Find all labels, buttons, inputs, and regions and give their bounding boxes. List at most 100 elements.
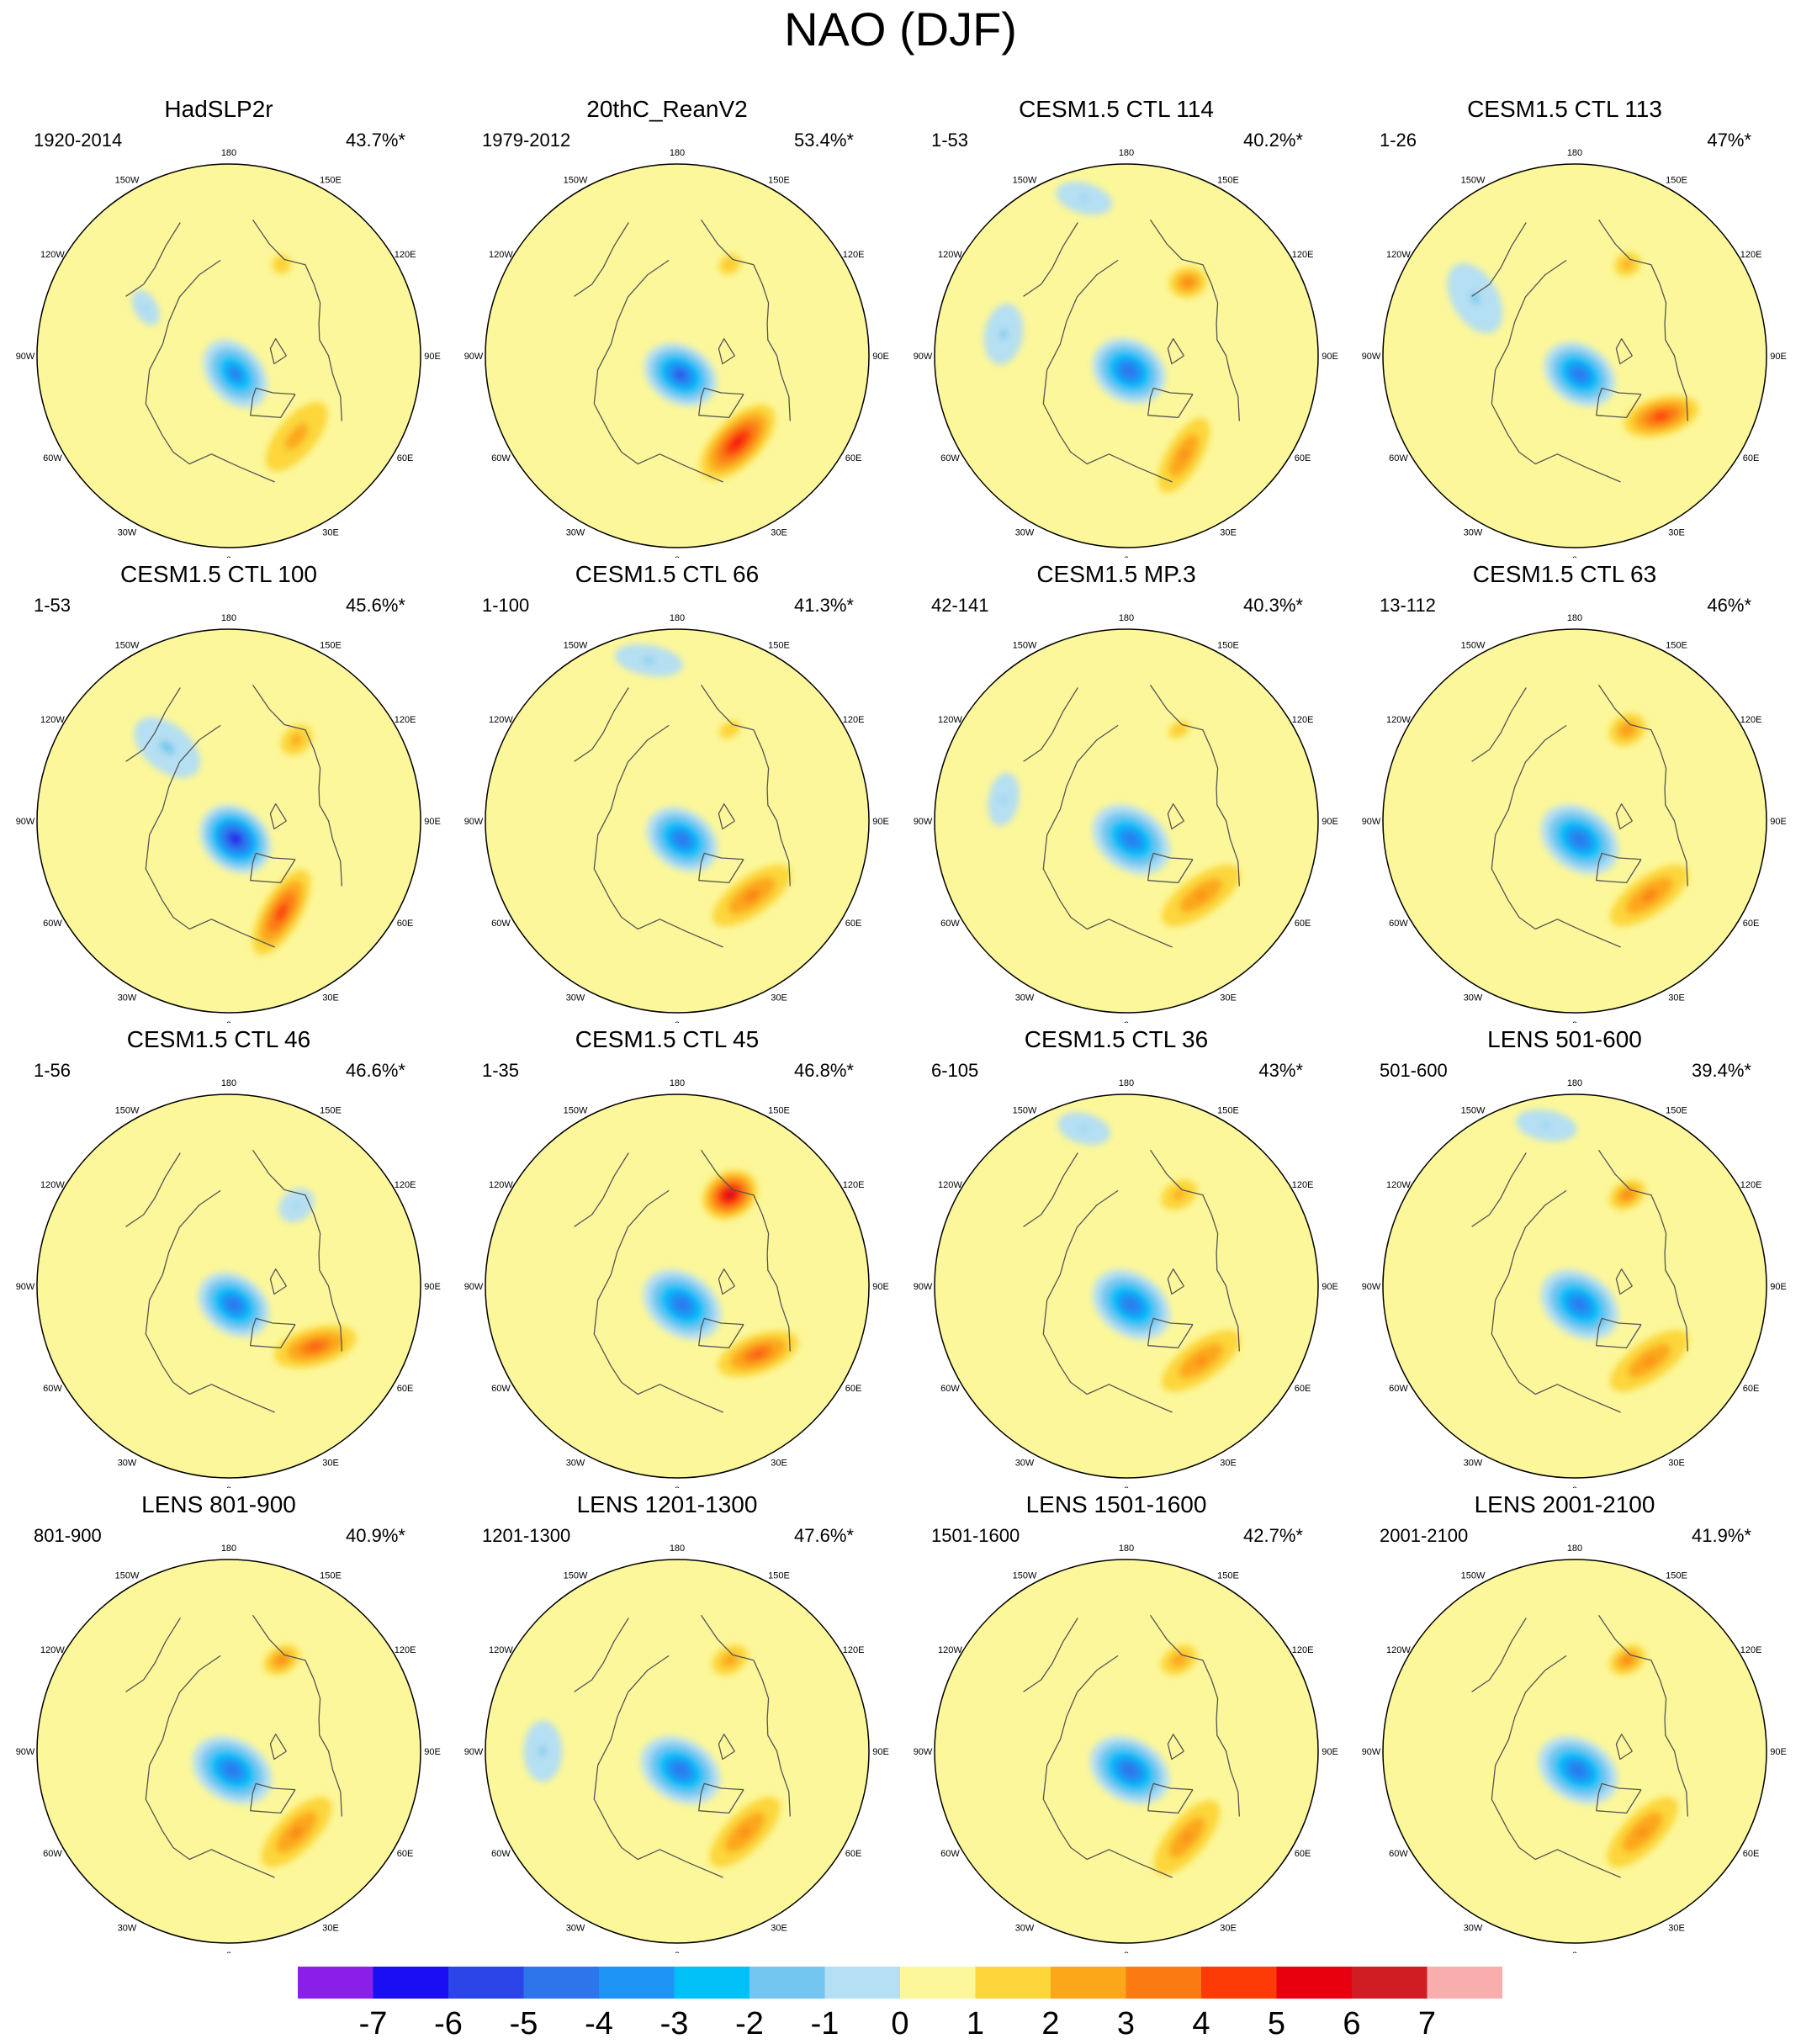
longitude-label: 180 (670, 613, 685, 623)
contour-level (721, 1652, 739, 1667)
longitude-label: 120E (1740, 1180, 1762, 1190)
longitude-label: 30E (1220, 1924, 1237, 1934)
coastline (269, 803, 287, 830)
coastline (698, 387, 744, 419)
longitude-label: 90E (1770, 352, 1787, 362)
panel: CESM1.5 CTL 66 180 150E 120E 90E 60E 30E 0 30W 60… (448, 558, 898, 1023)
low-anomaly-contour (1089, 1736, 1170, 1804)
longitude-label: 30E (1220, 528, 1237, 538)
contour-level (1641, 889, 1658, 902)
longitude-label: 120W (40, 715, 65, 725)
contour-level (1653, 411, 1670, 421)
longitude-label: 90E (424, 817, 441, 827)
longitude-label: 60W (1389, 919, 1408, 929)
coastline (718, 1734, 735, 1761)
map-boundary (36, 1559, 421, 1944)
panel-variance-explained: 41.9%* (1692, 1525, 1751, 1546)
coastline (1023, 1152, 1078, 1227)
longitude-label: 150W (1013, 1105, 1037, 1115)
longitude-label: 150E (768, 1105, 790, 1115)
longitude-label: 30E (771, 993, 787, 1003)
panel-title: LENS 1501-1600 (1025, 1491, 1207, 1517)
longitude-label: 60E (845, 919, 862, 929)
contour-level (225, 1764, 239, 1777)
longitude-label: 30E (322, 528, 339, 538)
low-anomaly-contour (983, 304, 1024, 365)
map-boundary (934, 1559, 1319, 1944)
longitude-label: 120E (1292, 250, 1314, 260)
contour-level (1173, 1189, 1185, 1200)
longitude-label: 90W (16, 817, 35, 827)
longitude-label: 150E (1217, 1570, 1239, 1581)
panel: CESM1.5 CTL 113 180 150E 120E 90E 60E 30E 0 30W 6… (1346, 93, 1796, 558)
coastline (145, 259, 275, 483)
coastline (1491, 1655, 1621, 1878)
longitude-label: 150W (115, 1105, 140, 1115)
contour-level (733, 437, 743, 447)
coastline (698, 1317, 744, 1349)
map-boundary (934, 163, 1319, 548)
longitude-label: 60W (1389, 1849, 1408, 1859)
longitude-label: 180 (221, 1078, 236, 1088)
longitude-label: 0 (1124, 1951, 1129, 1953)
longitude-label: 0 (675, 1951, 680, 1953)
colorbar-swatch (1276, 1967, 1353, 1999)
panel-title: HadSLP2r (164, 96, 273, 122)
low-anomaly-contour (1544, 342, 1616, 407)
longitude-label: 120W (40, 1180, 65, 1190)
longitude-label: 0 (1124, 1020, 1129, 1023)
longitude-label: 120W (938, 1180, 962, 1190)
longitude-label: 120E (1740, 1645, 1762, 1655)
longitude-label: 30W (118, 528, 137, 538)
contour-level (675, 834, 688, 845)
coastline (1491, 259, 1621, 483)
contour-level (1574, 1299, 1586, 1311)
coastline (125, 1618, 181, 1692)
contour-level (1176, 727, 1182, 732)
contour-level (1183, 1833, 1191, 1843)
longitude-label: 150E (768, 1570, 790, 1581)
panel-period: 42-141 (931, 595, 989, 616)
coastline (1471, 222, 1527, 297)
panel: CESM1.5 CTL 114 180 150E 120E 90E 60E 30E 0 30W 6… (898, 93, 1348, 558)
longitude-label: 0 (1572, 1951, 1577, 1953)
longitude-label: 90W (1362, 1747, 1381, 1757)
longitude-label: 180 (221, 148, 236, 158)
longitude-label: 60W (1389, 453, 1408, 463)
longitude-label: 180 (1567, 613, 1582, 623)
longitude-label: 0 (675, 1485, 680, 1488)
contour-level (227, 1298, 241, 1311)
longitude-label: 150W (1013, 1570, 1037, 1581)
map-boundary (934, 628, 1319, 1014)
colorbar-tick-label: -3 (660, 2006, 689, 2037)
longitude-label: 30W (1015, 528, 1035, 538)
longitude-label: 90E (424, 352, 441, 362)
coastline (1149, 684, 1240, 887)
coastline (1596, 1782, 1642, 1814)
contour-level (275, 903, 288, 922)
coastline (698, 1782, 744, 1814)
panel: LENS 2001-2100 180 150E 120E 90E 60E 30E 0 30W 60… (1346, 1488, 1796, 1953)
contour-level (279, 262, 283, 267)
contour-level (1638, 1827, 1648, 1837)
map-boundary (36, 163, 421, 548)
longitude-label: 90E (424, 1282, 441, 1292)
coastline (1167, 803, 1184, 830)
panel: LENS 1501-1600 180 150E 120E 90E 60E 30E 0 30W 60… (898, 1488, 1348, 1953)
longitude-label: 0 (675, 1020, 680, 1023)
coastline (1167, 1268, 1184, 1295)
longitude-label: 30E (1668, 993, 1685, 1003)
panel-title: 20thC_ReanV2 (586, 96, 748, 122)
contour-level (1625, 728, 1630, 732)
panel: 20thC_ReanV2 180 150E 120E 90E 60E 30E 0 30W 60W 9… (448, 93, 898, 558)
contour-level (1622, 260, 1633, 269)
longitude-label: 30E (771, 528, 787, 538)
panel-period: 1979-2012 (482, 130, 571, 151)
polar-map: 180 150E 120E 90E 60E 30E 0 30W 60W 90W 120W 150W (1362, 1078, 1787, 1488)
longitude-label: 60W (491, 919, 511, 929)
low-anomaly-contour (1540, 804, 1619, 875)
coastline (593, 724, 723, 948)
longitude-label: 90W (914, 1282, 933, 1292)
panel-variance-explained: 46.6%* (346, 1060, 405, 1081)
longitude-label: 90E (1322, 817, 1338, 827)
